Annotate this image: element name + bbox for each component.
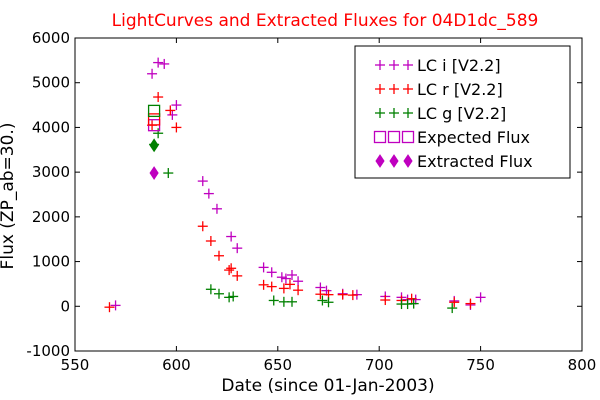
lc-r-v2-2-point <box>347 290 358 301</box>
legend-label-extracted-flux: Extracted Flux <box>417 152 533 171</box>
lc-r-v2-2-point <box>449 297 460 308</box>
x-tick-label: 800 <box>568 356 597 374</box>
legend-marker-lc-r-v2-2 <box>403 84 413 94</box>
y-tick-label: 4000 <box>32 118 70 136</box>
legend-marker-expected-flux <box>373 130 387 144</box>
y-tick-label: 3000 <box>32 163 70 181</box>
lc-g-v2-2-point <box>286 296 297 307</box>
x-tick-label: 600 <box>162 356 191 374</box>
lc-i-v2-2-point <box>167 109 178 120</box>
y-tick-label: 0 <box>60 297 70 315</box>
lc-i-v2-2-point <box>203 188 214 199</box>
lc-g-v2-2-point <box>447 303 458 314</box>
x-axis-label: Date (since 01-Jan-2003) <box>221 376 434 396</box>
lc-i-v2-2-point <box>280 273 291 284</box>
legend-marker-expected-flux <box>401 130 415 144</box>
legend-marker-lc-g-v2-2 <box>403 108 413 118</box>
legend-marker-lc-i-v2-2 <box>403 60 413 70</box>
legend-label-lc-i-v2-2: LC i [V2.2] <box>417 56 501 75</box>
legend-box <box>354 45 571 179</box>
lc-i-v2-2-point <box>475 292 486 303</box>
x-tick-label: 750 <box>466 356 495 374</box>
legend-marker-lc-g-v2-2 <box>389 108 399 118</box>
y-tick-label: 5000 <box>32 74 70 92</box>
legend-marker-lc-i-v2-2 <box>389 60 399 70</box>
lc-r-v2-2-point <box>337 289 348 300</box>
lc-r-v2-2-point <box>197 221 208 232</box>
lc-g-v2-2-point <box>228 291 239 302</box>
lc-r-v2-2-point <box>258 279 269 290</box>
lc-r-v2-2-point <box>213 250 224 261</box>
x-tick-label: 700 <box>365 356 394 374</box>
lc-i-v2-2-point <box>293 276 304 287</box>
lc-i-v2-2-point <box>232 243 243 254</box>
lc-i-v2-2-point <box>321 285 332 296</box>
lc-i-v2-2-point <box>147 68 158 79</box>
lc-r-v2-2-point <box>224 265 235 276</box>
lc-r-v2-2-point <box>266 281 277 292</box>
legend-marker-extracted-flux <box>403 154 413 168</box>
lc-r-v2-2-point <box>284 279 295 290</box>
lc-r-v2-2-point <box>104 302 115 313</box>
lc-r-v2-2-point <box>293 285 304 296</box>
lc-g-v2-2-point <box>408 298 419 309</box>
legend-marker-extracted-flux <box>389 154 399 168</box>
lc-r-v2-2-point <box>226 263 237 274</box>
lc-i-v2-2-point <box>276 272 287 283</box>
lc-i-v2-2-point <box>110 300 121 311</box>
lc-r-v2-2-point <box>153 92 164 103</box>
lc-g-v2-2-point <box>153 128 164 139</box>
y-tick-label: 6000 <box>32 29 70 47</box>
lc-g-v2-2-point <box>205 284 216 295</box>
lc-g-v2-2-point <box>163 168 174 179</box>
legend: LC i [V2.2] LC r [V2.2] LC g [V2.2] Expecte… <box>354 45 571 179</box>
lc-i-v2-2-point <box>153 57 164 68</box>
lc-i-v2-2-point <box>226 231 237 242</box>
lc-g-v2-2-point <box>213 288 224 299</box>
expected-flux-point <box>147 104 161 118</box>
legend-marker-extracted-flux <box>375 154 385 168</box>
y-tick-label: -1000 <box>26 342 70 360</box>
lc-r-v2-2-point <box>465 298 476 309</box>
legend-marker-lc-r-v2-2 <box>389 84 399 94</box>
lc-i-v2-2-point <box>211 203 222 214</box>
lc-r-v2-2-point <box>205 236 216 247</box>
legend-marker-lc-g-v2-2 <box>375 108 385 118</box>
y-tick-label: 1000 <box>32 253 70 271</box>
extracted-flux-point <box>149 138 159 153</box>
lc-i-v2-2-point <box>197 176 208 187</box>
lc-g-v2-2-point <box>323 297 334 308</box>
lc-g-v2-2-point <box>317 295 328 306</box>
lc-i-v2-2-point <box>286 269 297 280</box>
extracted-flux-point <box>149 166 159 180</box>
legend-marker-expected-flux <box>387 130 401 144</box>
lc-i-v2-2-point <box>159 58 170 69</box>
lc-r-v2-2-point <box>165 105 176 116</box>
legend-label-lc-r-v2-2: LC r [V2.2] <box>417 80 503 99</box>
x-tick-label: 550 <box>61 356 90 374</box>
lc-r-v2-2-point <box>171 122 182 133</box>
lc-r-v2-2-point <box>406 293 417 304</box>
lc-g-v2-2-point <box>224 292 235 303</box>
lc-r-v2-2-point <box>278 283 289 294</box>
lc-i-v2-2-point <box>266 267 277 278</box>
lc-r-v2-2-point <box>232 270 243 281</box>
legend-marker-lc-i-v2-2 <box>375 60 385 70</box>
lc-i-v2-2-point <box>410 294 421 305</box>
lc-r-v2-2-point <box>380 295 391 306</box>
expected-flux-point <box>147 113 161 126</box>
legend-marker-lc-r-v2-2 <box>375 84 385 94</box>
legend-label-lc-g-v2-2: LC g [V2.2] <box>417 104 506 123</box>
lc-g-v2-2-point <box>268 295 279 306</box>
lc-i-v2-2-point <box>258 262 269 273</box>
x-tick-label: 650 <box>263 356 292 374</box>
y-tick-label: 2000 <box>32 208 70 226</box>
legend-label-expected-flux: Expected Flux <box>417 128 530 147</box>
y-axis-label: Flux (ZP_ab=30.) <box>0 123 18 270</box>
chart-title: LightCurves and Extracted Fluxes for 04D… <box>112 11 539 31</box>
lc-i-v2-2-point <box>171 100 182 111</box>
